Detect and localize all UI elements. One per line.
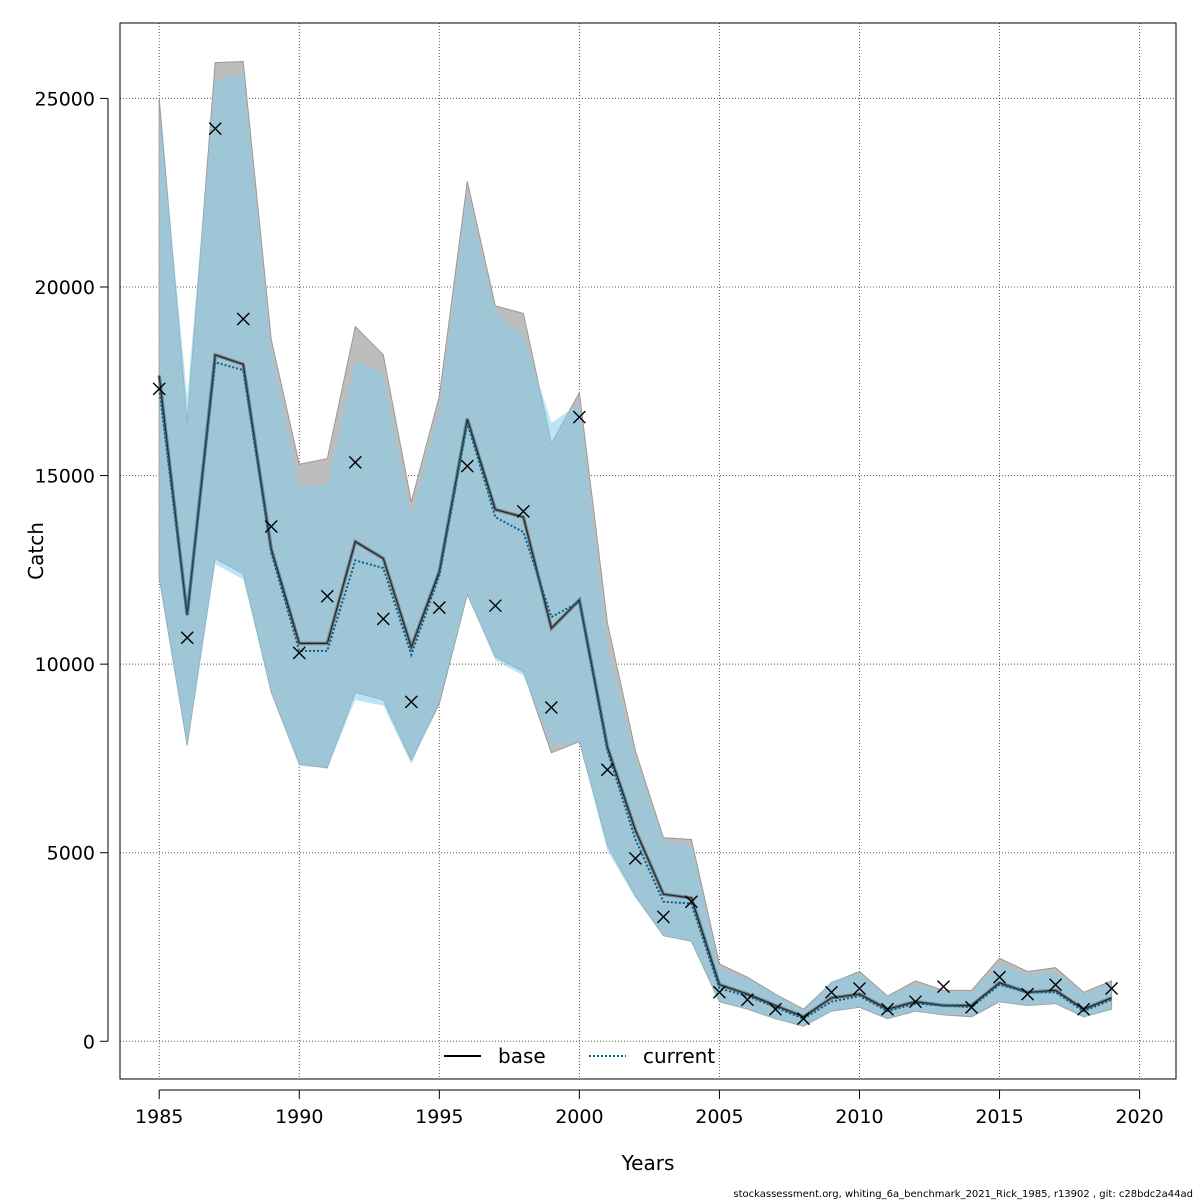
observed-point bbox=[909, 995, 922, 1009]
observed-point bbox=[488, 599, 502, 613]
y-tick-label: 10000 bbox=[35, 654, 95, 676]
observed-point bbox=[796, 1012, 810, 1026]
x-tick-label: 2005 bbox=[695, 1106, 743, 1128]
y-tick-label: 20000 bbox=[35, 277, 95, 299]
x-tick-label: 1985 bbox=[135, 1106, 183, 1128]
x-tick-label: 2000 bbox=[555, 1106, 603, 1128]
x-tick-label: 2010 bbox=[835, 1106, 883, 1128]
x-tick-label: 1990 bbox=[275, 1106, 323, 1128]
observed-point bbox=[712, 985, 726, 999]
observed-points bbox=[152, 122, 1119, 1026]
legend: base current bbox=[444, 1044, 715, 1068]
x-tick-label: 2015 bbox=[975, 1106, 1023, 1128]
y-axis: 0 5000 10000 15000 20000 25000 bbox=[35, 88, 109, 1053]
x-tick-label: 1995 bbox=[415, 1106, 463, 1128]
observed-point bbox=[1105, 981, 1119, 995]
observed-point bbox=[180, 631, 194, 645]
observed-point bbox=[768, 1002, 782, 1016]
observed-point bbox=[572, 410, 586, 424]
observed-point bbox=[236, 312, 250, 326]
x-axis-title: Years bbox=[621, 1151, 675, 1175]
line-base bbox=[158, 354, 1112, 1018]
y-tick-label: 5000 bbox=[47, 843, 95, 865]
legend-label-current: current bbox=[643, 1044, 715, 1068]
observed-point bbox=[1049, 978, 1063, 992]
observed-point bbox=[404, 695, 418, 709]
y-tick-label: 15000 bbox=[35, 466, 95, 488]
observed-point bbox=[628, 851, 642, 865]
observed-point bbox=[348, 455, 362, 469]
y-tick-label: 0 bbox=[83, 1031, 95, 1053]
observed-point bbox=[600, 763, 614, 777]
observed-point bbox=[824, 985, 838, 999]
observed-point bbox=[1021, 987, 1035, 1001]
band-current bbox=[159, 73, 1112, 1027]
legend-label-base: base bbox=[498, 1044, 546, 1068]
observed-point bbox=[656, 910, 670, 924]
observed-point bbox=[152, 382, 166, 396]
observed-point bbox=[544, 701, 558, 715]
observed-point bbox=[264, 519, 278, 533]
plot-frame bbox=[119, 22, 1177, 1080]
observed-point bbox=[292, 646, 306, 660]
observed-point bbox=[965, 1000, 979, 1014]
observed-point bbox=[376, 612, 390, 626]
observed-point bbox=[516, 504, 530, 518]
footer-credit: stockassessment.org, whiting_6a_benchmar… bbox=[733, 1189, 1193, 1200]
y-axis-title: Catch bbox=[24, 522, 48, 580]
observed-point bbox=[1077, 1002, 1091, 1016]
observed-point bbox=[684, 895, 698, 909]
observed-point bbox=[993, 970, 1007, 984]
observed-point bbox=[880, 1002, 894, 1016]
observed-point bbox=[852, 981, 866, 995]
observed-point bbox=[937, 980, 951, 994]
observed-point bbox=[320, 589, 334, 603]
x-tick-label: 2020 bbox=[1115, 1106, 1163, 1128]
observed-point bbox=[432, 601, 446, 615]
observed-point bbox=[460, 459, 474, 473]
series-lines bbox=[157, 352, 1113, 1020]
x-axis: 1985 1990 1995 2000 2005 2010 2015 2020 bbox=[135, 1089, 1164, 1128]
observed-point bbox=[208, 122, 222, 136]
observed-point bbox=[740, 993, 754, 1007]
y-tick-label: 25000 bbox=[35, 88, 95, 110]
line-current bbox=[158, 361, 1112, 1020]
